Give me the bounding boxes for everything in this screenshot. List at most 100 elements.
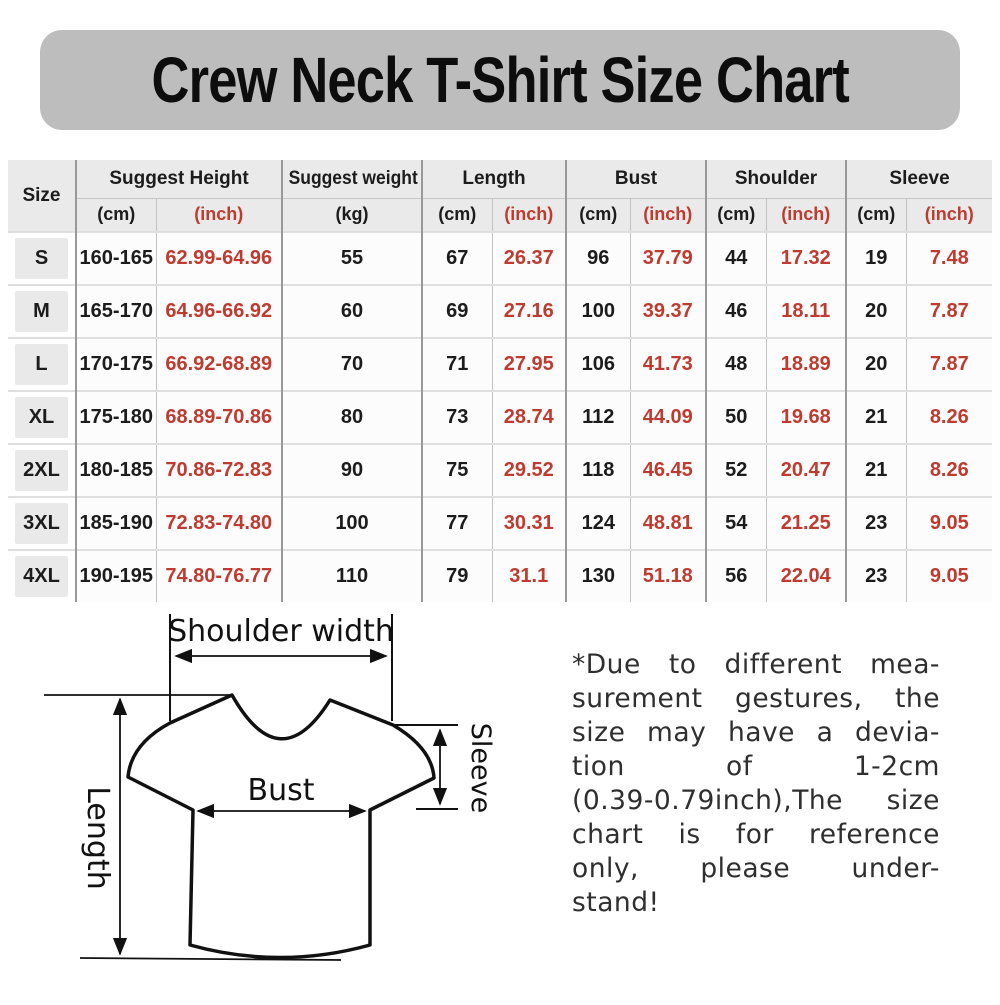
size-chart-table: Size Suggest Height Suggest weight Lengt… — [8, 160, 993, 602]
size-chip: S — [15, 238, 68, 279]
value-cell: 170-175 — [76, 337, 157, 391]
col-header-sleeve: Sleeve — [846, 160, 993, 199]
unit-height-cm: (cm) — [76, 198, 157, 232]
value-cell: 23 — [846, 496, 907, 550]
value-cell: 54 — [706, 496, 767, 550]
size-chip: 2XL — [15, 450, 68, 491]
length-reference-bottom — [79, 957, 342, 961]
col-header-size: Size — [8, 160, 77, 232]
value-cell: 68.89-70.86 — [156, 390, 283, 444]
page-title: Crew Neck T-Shirt Size Chart — [151, 44, 849, 116]
unit-shoulder-inch: (inch) — [766, 198, 848, 232]
col-header-height: Suggest Height — [76, 160, 283, 199]
value-cell: 71 — [422, 337, 493, 391]
unit-sleeve-cm: (cm) — [846, 198, 907, 232]
value-cell: 74.80-76.77 — [156, 549, 283, 602]
value-cell: 18.89 — [766, 337, 848, 391]
value-cell: 180-185 — [76, 443, 157, 497]
value-cell: 23 — [846, 549, 907, 602]
value-cell: 175-180 — [76, 390, 157, 444]
bust-label: Bust — [248, 773, 315, 808]
value-cell: 100 — [566, 284, 631, 338]
value-cell: 46.45 — [630, 443, 708, 497]
value-cell: 7.87 — [906, 284, 993, 338]
value-cell: 70.86-72.83 — [156, 443, 283, 497]
value-cell: 28.74 — [492, 390, 568, 444]
value-cell: 56 — [706, 549, 767, 602]
size-cell: L — [8, 337, 77, 391]
shoulder-width-label: Shoulder width — [168, 614, 394, 649]
value-cell: 22.04 — [766, 549, 848, 602]
value-cell: 62.99-64.96 — [156, 231, 283, 285]
size-chip: 3XL — [15, 503, 68, 544]
value-cell: 110 — [282, 549, 423, 602]
value-cell: 27.16 — [492, 284, 568, 338]
value-cell: 39.37 — [630, 284, 708, 338]
disclaimer-note: *Due to different mea- surement gestures… — [572, 649, 940, 918]
size-cell: 2XL — [8, 443, 77, 497]
value-cell: 118 — [566, 443, 631, 497]
value-cell: 66.92-68.89 — [156, 337, 283, 391]
unit-bust-cm: (cm) — [566, 198, 631, 232]
value-cell: 44.09 — [630, 390, 708, 444]
header-group-row: Size Suggest Height Suggest weight Lengt… — [8, 160, 993, 232]
value-cell: 8.26 — [906, 443, 993, 497]
value-cell: 41.73 — [630, 337, 708, 391]
value-cell: 60 — [282, 284, 423, 338]
unit-length-inch: (inch) — [492, 198, 568, 232]
unit-weight-kg: (kg) — [282, 198, 423, 232]
col-header-weight: Suggest weight — [282, 160, 423, 199]
value-cell: 37.79 — [630, 231, 708, 285]
value-cell: 18.11 — [766, 284, 848, 338]
value-cell: 67 — [422, 231, 493, 285]
table-row: L 170-175 66.92-68.89 70 71 27.95 106 41.73 48 18… — [8, 337, 993, 391]
value-cell: 27.95 — [492, 337, 568, 391]
table-row: 3XL 185-190 72.83-74.80 100 77 30.31 124 48.81 5… — [8, 496, 993, 550]
table-row: S 160-165 62.99-64.96 55 67 26.37 96 37.79 44 17.… — [8, 231, 993, 285]
col-header-length: Length — [422, 160, 568, 199]
value-cell: 106 — [566, 337, 631, 391]
unit-sleeve-inch: (inch) — [906, 198, 993, 232]
value-cell: 96 — [566, 231, 631, 285]
unit-height-inch: (inch) — [156, 198, 283, 232]
value-cell: 48.81 — [630, 496, 708, 550]
value-cell: 75 — [422, 443, 493, 497]
size-chip: M — [15, 291, 68, 332]
value-cell: 44 — [706, 231, 767, 285]
tshirt-diagram-svg: Shoulder width Sleeve Length Bust — [44, 614, 496, 961]
tshirt-measurement-diagram: Shoulder width Sleeve Length Bust — [36, 608, 566, 1005]
value-cell: 124 — [566, 496, 631, 550]
value-cell: 50 — [706, 390, 767, 444]
value-cell: 7.87 — [906, 337, 993, 391]
value-cell: 20 — [846, 337, 907, 391]
title-banner: Crew Neck T-Shirt Size Chart — [40, 30, 960, 130]
value-cell: 46 — [706, 284, 767, 338]
unit-shoulder-cm: (cm) — [706, 198, 767, 232]
value-cell: 21.25 — [766, 496, 848, 550]
col-header-shoulder: Shoulder — [706, 160, 848, 199]
size-cell: XL — [8, 390, 77, 444]
value-cell: 8.26 — [906, 390, 993, 444]
value-cell: 190-195 — [76, 549, 157, 602]
col-header-bust: Bust — [566, 160, 708, 199]
unit-bust-inch: (inch) — [630, 198, 708, 232]
value-cell: 48 — [706, 337, 767, 391]
value-cell: 80 — [282, 390, 423, 444]
value-cell: 130 — [566, 549, 631, 602]
value-cell: 165-170 — [76, 284, 157, 338]
size-chip: 4XL — [15, 556, 68, 597]
table-row: M 165-170 64.96-66.92 60 69 27.16 100 39.37 46 18… — [8, 284, 993, 338]
value-cell: 72.83-74.80 — [156, 496, 283, 550]
value-cell: 9.05 — [906, 496, 993, 550]
value-cell: 69 — [422, 284, 493, 338]
size-cell: M — [8, 284, 77, 338]
value-cell: 77 — [422, 496, 493, 550]
size-chip: XL — [15, 397, 68, 438]
value-cell: 26.37 — [492, 231, 568, 285]
unit-length-cm: (cm) — [422, 198, 493, 232]
value-cell: 51.18 — [630, 549, 708, 602]
value-cell: 9.05 — [906, 549, 993, 602]
value-cell: 20 — [846, 284, 907, 338]
value-cell: 17.32 — [766, 231, 848, 285]
value-cell: 70 — [282, 337, 423, 391]
